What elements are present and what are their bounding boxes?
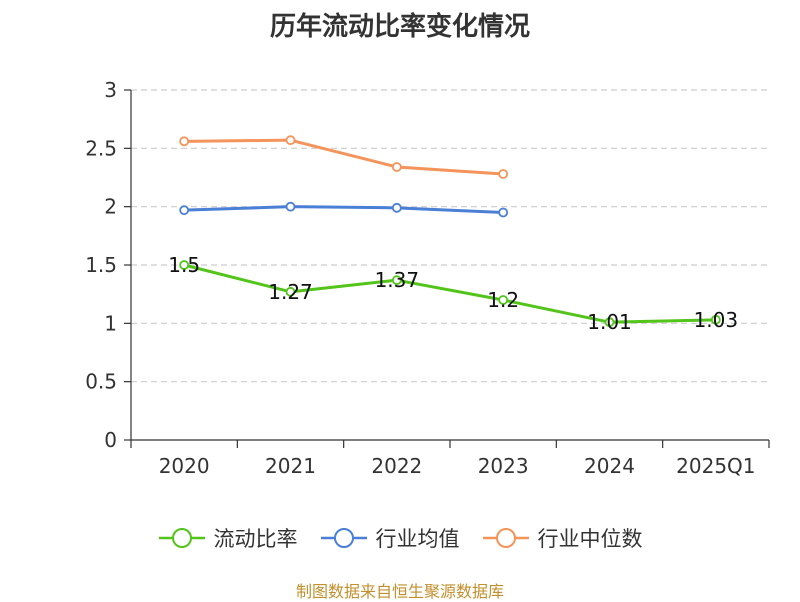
series-point-1 [179,205,190,216]
data-label: 1.2 [487,288,519,312]
chart-title: 历年流动比率变化情况 [269,12,530,42]
legend-label: 行业均值 [375,527,460,551]
y-tick-label: 0.5 [85,370,117,394]
series-layer [179,135,721,328]
data-label: 1.01 [587,310,632,334]
series-point-2 [498,169,509,179]
series-point-2 [391,162,402,172]
legend-item[interactable]: 行业均值 [320,523,460,553]
legend-label: 行业中位数 [537,527,643,551]
x-tick-label: 2023 [478,454,529,478]
x-tick-label: 2021 [265,454,316,478]
series-point-0 [498,295,509,305]
data-label: 1.37 [375,268,420,292]
data-label: 1.03 [694,308,739,332]
series-line-2 [184,138,504,176]
series-line-1 [184,205,504,214]
series-point-1 [391,202,402,213]
x-tick-label: 2025Q1 [676,454,755,478]
series-point-0 [604,317,615,328]
y-tick-label: 3 [104,78,117,102]
series-point-2 [179,136,190,147]
legend-marker [495,528,516,548]
x-tick-label: 2024 [584,454,635,478]
data-label: 1.27 [268,280,313,304]
legend-symbol [158,528,205,548]
axes: 0 0.5 1 1.5 2 2.5 3 2020 2021 2022 2023 2024 2025Q1 [85,78,770,478]
legend-label: 流动比率 [213,527,298,551]
x-tick-label: 2020 [159,454,210,478]
data-labels: 1.5 1.27 1.37 1.2 1.01 1.03 [168,253,738,334]
data-label: 1.5 [168,253,200,277]
y-tick-label: 1.5 [85,253,117,277]
series-point-0 [391,275,402,286]
series-point-1 [498,207,509,218]
series-line-0 [183,263,716,324]
legend: 流动比率 行业均值 行业中位数 [0,520,800,556]
y-tick-label: 2 [104,195,117,219]
legend-marker [333,528,354,548]
x-tick-label: 2022 [371,454,422,478]
legend-item[interactable]: 流动比率 [158,523,298,553]
legend-symbol [320,528,367,548]
series-point-2 [285,135,296,146]
y-tick-label: 0 [104,428,117,452]
y-tick-label: 1 [104,311,117,335]
source-note: 制图数据来自恒生聚源数据库 [295,582,504,601]
legend-symbol [482,528,529,548]
series-point-0 [710,314,721,325]
y-tick-label: 2.5 [85,136,117,160]
series-point-1 [285,201,296,212]
series-point-0 [179,260,190,270]
legend-item[interactable]: 行业中位数 [482,523,643,553]
series-point-0 [285,286,296,297]
grid-lines [131,89,769,383]
legend-marker [171,528,192,548]
